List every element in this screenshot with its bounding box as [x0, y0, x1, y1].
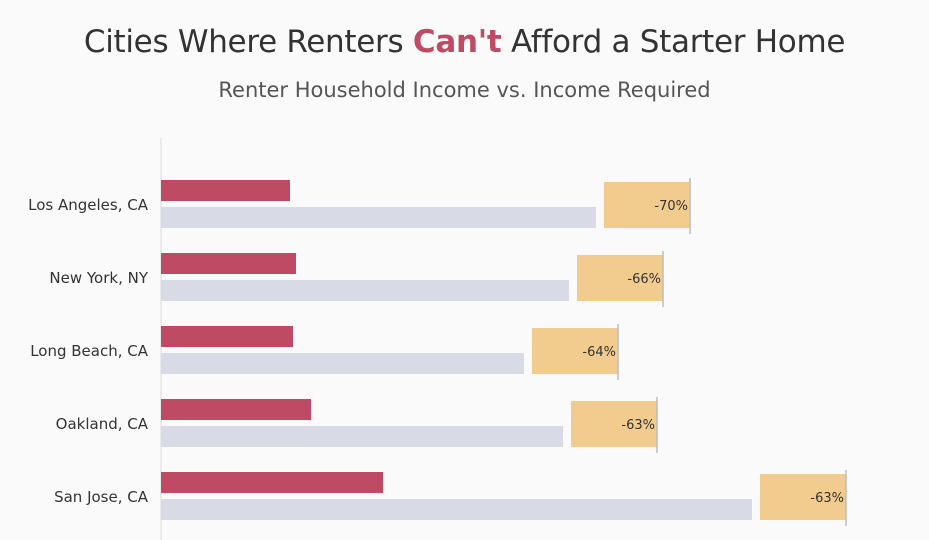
income-required-bar [161, 353, 524, 374]
gap-label: -63% [621, 418, 655, 433]
renter-income-bar [161, 399, 311, 420]
income-required-bar [161, 499, 752, 520]
title-pre: Cities Where Renters [83, 24, 413, 60]
renter-income-bar [161, 472, 383, 493]
category-label: Oakland, CA [56, 415, 149, 433]
gap-box [532, 328, 618, 374]
renter-income-bar [161, 180, 290, 201]
category-label: New York, NY [49, 269, 148, 287]
renter-income-bar [161, 326, 293, 347]
gap-label: -66% [627, 272, 661, 287]
gap-box [760, 474, 846, 520]
gap-box [604, 182, 690, 228]
income-required-bar [161, 426, 563, 447]
income-required-bar [161, 207, 596, 228]
title-highlight: Can't [412, 24, 502, 60]
gap-box [577, 255, 663, 301]
category-label: Long Beach, CA [30, 342, 149, 360]
gap-label: -64% [582, 345, 616, 360]
chart-subtitle: Renter Household Income vs. Income Requi… [218, 78, 711, 102]
gap-label: -70% [654, 199, 688, 214]
gap-label: -63% [810, 491, 844, 506]
gap-box [571, 401, 657, 447]
chart-title: Cities Where Renters Can't Afford a Star… [0, 24, 929, 60]
category-label: San Jose, CA [54, 488, 149, 506]
category-label: Los Angeles, CA [28, 196, 149, 214]
title-post: Afford a Starter Home [501, 24, 846, 60]
renter-income-bar [161, 253, 296, 274]
income-required-bar [161, 280, 569, 301]
